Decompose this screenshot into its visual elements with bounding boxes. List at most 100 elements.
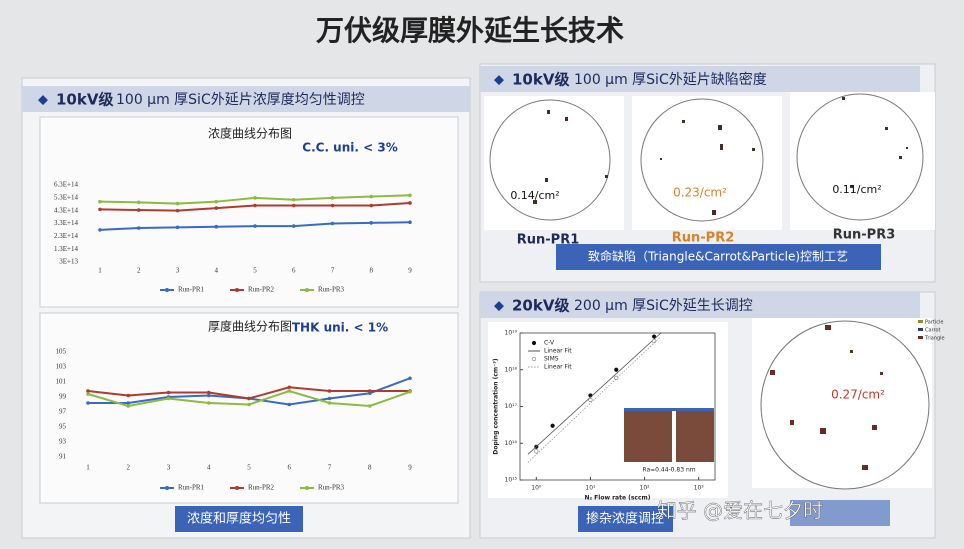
- legend-label: Run-PR3: [318, 286, 345, 294]
- x-tick-label: 7: [331, 267, 335, 275]
- annotation: THK uni. < 1%: [292, 321, 388, 335]
- sem-inset: [624, 410, 672, 462]
- point: [614, 367, 619, 372]
- legend-text: Carrot: [925, 328, 941, 334]
- y-tick-label: 101: [56, 378, 67, 386]
- point: [408, 220, 412, 225]
- fit-line: [527, 336, 662, 463]
- legend-swatch: [165, 486, 169, 490]
- point: [86, 392, 90, 396]
- heading: 200 μm 厚SiC外延生长调控: [574, 298, 753, 314]
- point: [86, 389, 90, 393]
- annotation: C.C. uni. < 3%: [302, 141, 397, 155]
- point: [534, 449, 539, 454]
- sem-inset: [676, 410, 714, 462]
- heading-lead: 20kV级: [512, 297, 570, 315]
- fit-line: [527, 332, 662, 455]
- legend-label: Run-PR2: [248, 286, 275, 294]
- legend-label: SIMS: [544, 356, 559, 363]
- point: [98, 207, 102, 212]
- y-tick-label: 95: [59, 423, 67, 431]
- legend-label: Run-PR2: [248, 484, 275, 492]
- point: [98, 228, 102, 232]
- y-tick-label: 103: [56, 363, 67, 371]
- y-tick-label: 3.3E+14: [54, 219, 78, 227]
- point: [175, 225, 180, 230]
- heading: 100 μm 厚SiC外延片浓厚度均匀性调控: [116, 92, 365, 108]
- legend-swatch: [918, 336, 923, 339]
- point: [408, 201, 412, 205]
- point: [175, 201, 180, 206]
- x-tick-label: 7: [328, 464, 332, 472]
- point: [126, 393, 131, 398]
- annotation: Ra=0.44-0.83 nm: [642, 467, 695, 474]
- chart-title: 厚度曲线分布图: [208, 319, 292, 334]
- point: [408, 389, 412, 394]
- x-tick-label: 9: [408, 267, 412, 275]
- point: [136, 226, 141, 230]
- watermark: 知乎 @爱在七夕时: [657, 499, 823, 523]
- legend-label: Run-PR3: [318, 484, 345, 492]
- wafer: [796, 93, 924, 221]
- run-label: Run-PR1: [517, 233, 580, 248]
- y-tick-label: 10¹⁹: [505, 330, 518, 337]
- point: [291, 197, 296, 202]
- left-heading-bar: [22, 86, 470, 112]
- point: [330, 203, 335, 208]
- y-tick-label: 10¹⁶: [505, 440, 518, 447]
- point: [175, 208, 180, 213]
- legend-swatch: [531, 340, 537, 346]
- bullet: ◆: [38, 93, 48, 108]
- y-tick-label: 4.3E+14: [54, 206, 78, 214]
- y-tick-label: 93: [59, 438, 67, 446]
- point: [369, 203, 374, 208]
- x-axis-label: N₂ Flow rate (sccm): [584, 495, 650, 502]
- chart-frame: [39, 116, 459, 308]
- legend-text: Triangle: [924, 336, 945, 342]
- point: [166, 390, 171, 395]
- wafer-legend: Particle Carrot Triangle: [918, 320, 945, 342]
- run-label: Run-PR2: [672, 231, 735, 246]
- legend-label: Run-PR1: [178, 286, 205, 294]
- x-tick-label: 4: [215, 267, 219, 275]
- x-tick-label: 6: [292, 267, 296, 275]
- point: [287, 402, 292, 407]
- defect-density: 0.27/cm²: [831, 388, 885, 402]
- legend-text: Particle: [925, 320, 943, 326]
- caption-bar: [175, 506, 303, 532]
- y-tick-label: 10¹⁷: [505, 403, 518, 410]
- y-tick-label: 1.3E+14: [54, 245, 78, 253]
- x-tick-label: 1: [98, 267, 102, 275]
- x-tick-label: 4: [207, 464, 211, 472]
- legend-swatch: [918, 320, 923, 323]
- bullet: ◆: [494, 73, 504, 88]
- point: [330, 221, 335, 226]
- chart-title: 浓度曲线分布图: [208, 126, 292, 141]
- legend-label: C-V: [544, 340, 555, 347]
- x-tick-label: 2: [127, 464, 131, 472]
- point: [291, 203, 296, 208]
- y-tick-label: 10¹⁸: [505, 366, 518, 373]
- wafer: [760, 320, 930, 490]
- y-tick-label: 2.3E+14: [54, 232, 78, 240]
- point: [206, 393, 211, 398]
- legend-swatch: [165, 288, 169, 292]
- point: [550, 423, 555, 428]
- point: [327, 396, 332, 401]
- point: [367, 404, 372, 408]
- point: [287, 389, 292, 393]
- point: [86, 401, 90, 405]
- page-title: 万伏级厚膜外延生长技术: [316, 14, 624, 47]
- point: [588, 397, 593, 403]
- caption-bar: [578, 506, 673, 532]
- point: [291, 224, 296, 228]
- point: [253, 196, 257, 200]
- y-tick-label: 105: [56, 348, 67, 356]
- caption: 浓度和厚度均匀性: [187, 511, 291, 527]
- point: [126, 401, 131, 405]
- defects: [533, 97, 908, 215]
- point: [214, 206, 219, 210]
- defects: [770, 325, 883, 470]
- y-tick-label: 10¹⁵: [505, 477, 518, 484]
- y-tick-label: 3E+13: [59, 258, 78, 266]
